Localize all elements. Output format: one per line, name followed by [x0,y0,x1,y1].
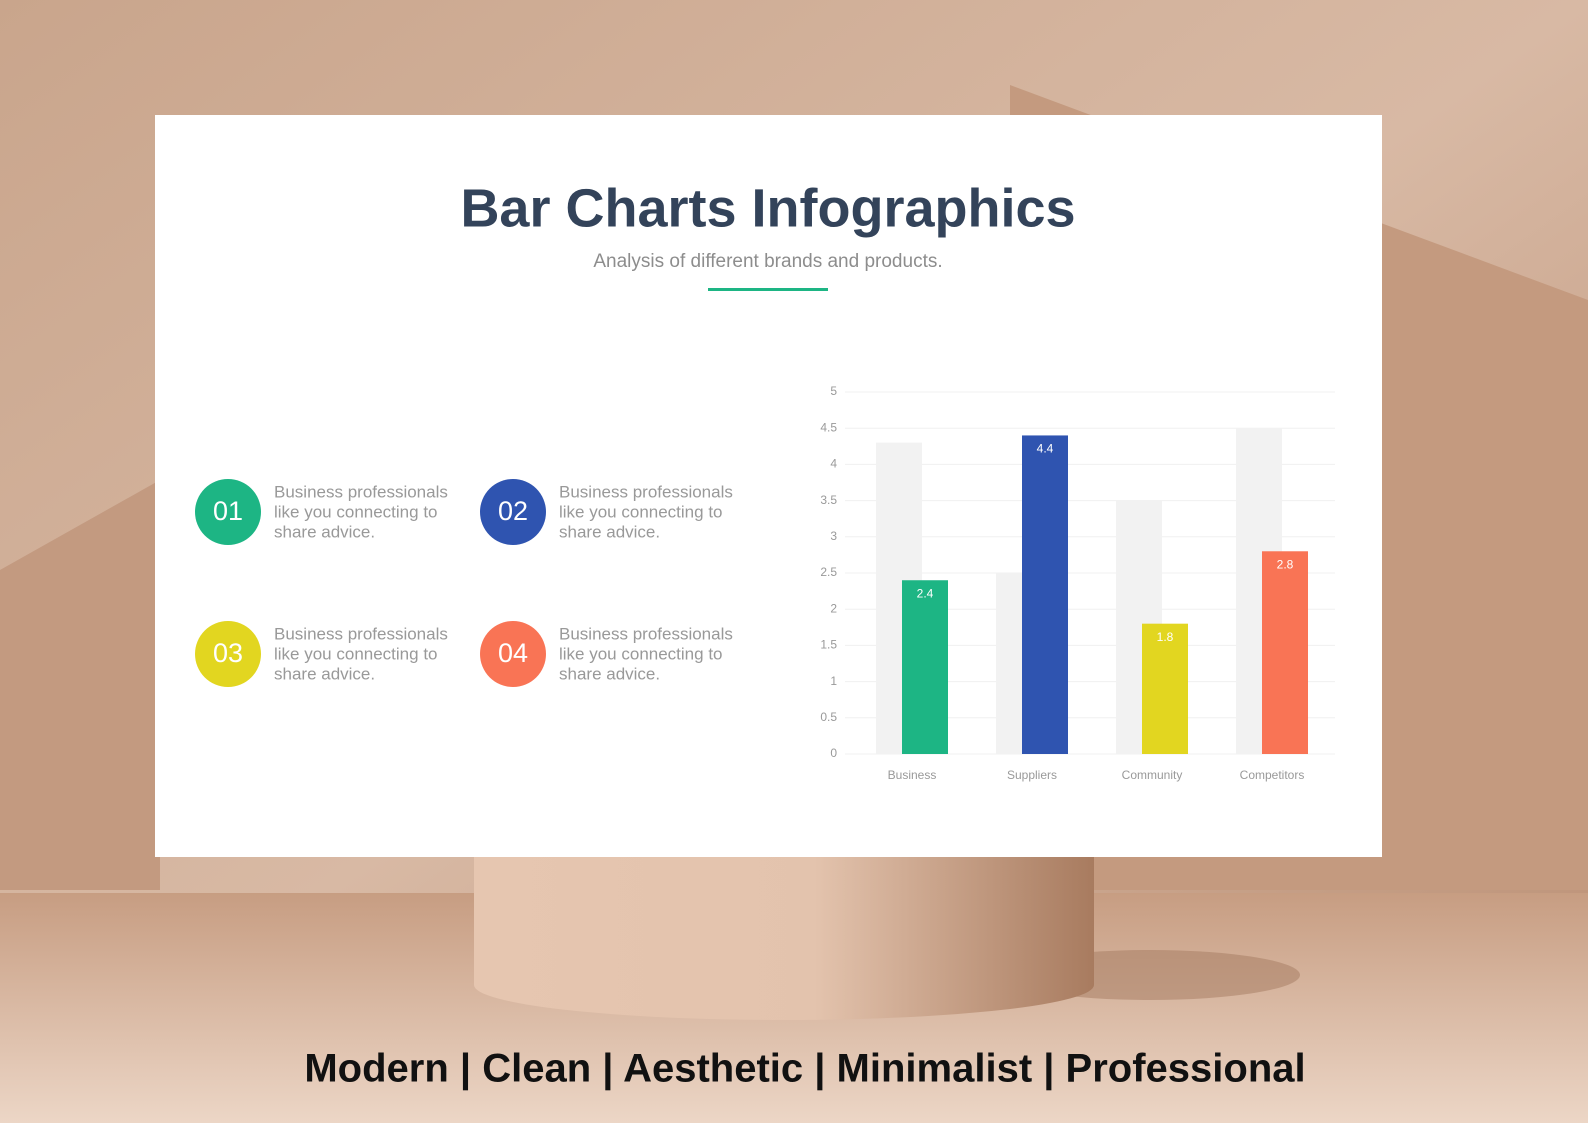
item-text: like you connecting to [274,502,438,521]
title: Bar Charts Infographics [460,178,1075,238]
item-badge [195,479,261,545]
item-text: share advice. [274,522,375,541]
item-text: like you connecting to [274,644,438,663]
item-text: share advice. [559,664,660,683]
tagline: Modern | Clean | Aesthetic | Minimalist … [304,1047,1305,1091]
x-tick-label: Suppliers [1007,768,1057,782]
y-tick-label: 4 [830,457,837,471]
divider [708,288,828,291]
item-number: 01 [213,496,243,526]
subtitle: Analysis of different brands and product… [593,251,942,272]
item-number: 02 [498,496,528,526]
item-text: share advice. [559,522,660,541]
item-text: Business professionals [559,482,733,501]
value-label: 4.4 [1037,442,1054,456]
item-badge [480,479,546,545]
y-tick-label: 5 [830,384,837,398]
y-tick-label: 4.5 [820,420,837,434]
item-badge [195,621,261,687]
bar [1262,551,1308,754]
y-tick-label: 1.5 [820,638,837,652]
item-number: 04 [498,638,528,668]
x-tick-label: Community [1122,768,1183,782]
item-badge [480,621,546,687]
item-text: Business professionals [274,624,448,643]
y-tick-label: 2 [830,601,837,615]
value-label: 2.8 [1277,557,1294,571]
y-tick-label: 3 [830,529,837,543]
item-text: share advice. [274,664,375,683]
y-tick-label: 0.5 [820,710,837,724]
bar [1142,623,1188,754]
item-text: like you connecting to [559,644,723,663]
x-tick-label: Competitors [1240,768,1305,782]
item-text: like you connecting to [559,502,723,521]
value-label: 1.8 [1157,630,1174,644]
item-text: Business professionals [274,482,448,501]
pedestal [474,850,1094,1020]
item-number: 03 [213,638,243,668]
bar [902,580,948,754]
chart: 0 0.5 1 1.5 2 2.5 3 3.5 4 4.5 5 Business 2.4 Supplier… [820,384,1335,782]
y-tick-label: 3.5 [820,493,837,507]
y-tick-label: 0 [830,746,837,760]
y-tick-label: 2.5 [820,565,837,579]
y-tick-label: 1 [830,674,837,688]
backdrop-shape [0,480,160,890]
item-text: Business professionals [559,624,733,643]
x-tick-label: Business [888,768,937,782]
bar [1022,435,1068,754]
value-label: 2.4 [917,586,934,600]
